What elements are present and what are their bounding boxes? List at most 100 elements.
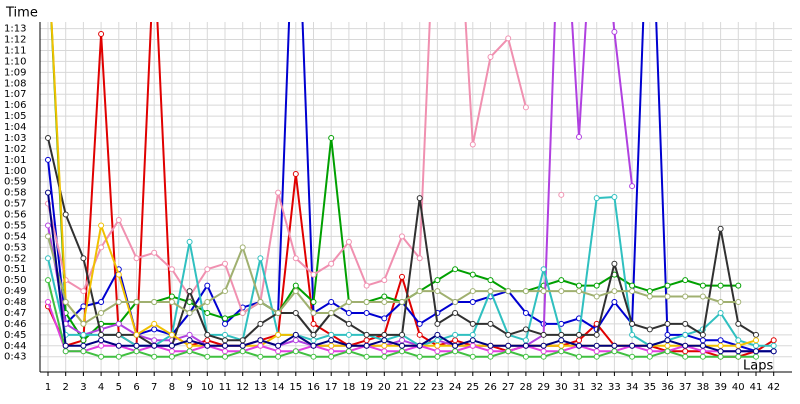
data-point: [434, 348, 441, 355]
data-point: [151, 249, 158, 256]
data-point: [452, 331, 459, 338]
y-tick-label: 0:59: [4, 177, 26, 188]
data-point: [257, 320, 264, 327]
data-point: [345, 299, 352, 305]
data-point: [576, 337, 582, 344]
data-point: [735, 320, 742, 327]
data-point: [699, 282, 706, 289]
y-tick-label: 0:54: [4, 231, 26, 242]
data-point: [505, 331, 512, 338]
data-point: [381, 342, 388, 349]
data-point: [345, 309, 352, 316]
data-point: [469, 141, 476, 148]
data-point: [576, 331, 582, 338]
data-point: [363, 342, 370, 349]
y-tick-label: 1:10: [4, 56, 26, 67]
x-tick-label: 28: [520, 382, 533, 393]
data-point: [80, 320, 87, 327]
data-point: [98, 331, 105, 338]
x-tick-label: 39: [714, 382, 727, 393]
data-point: [522, 337, 529, 344]
data-point: [62, 211, 69, 218]
y-tick-label: 1:00: [4, 166, 26, 177]
data-point: [452, 309, 459, 316]
data-point: [168, 331, 175, 338]
data-point: [487, 320, 494, 327]
data-point: [345, 342, 352, 349]
data-point: [522, 104, 529, 111]
data-point: [168, 266, 175, 273]
y-tick-label: 1:07: [4, 89, 26, 100]
data-point: [115, 353, 122, 360]
data-point: [381, 331, 388, 338]
data-point: [151, 353, 158, 360]
data-point: [399, 342, 405, 349]
data-point: [328, 260, 335, 267]
data-point: [558, 191, 565, 198]
y-tick-label: 0:49: [4, 286, 26, 297]
x-tick-label: 18: [343, 382, 356, 393]
data-point: [416, 353, 423, 360]
data-point: [611, 299, 618, 305]
x-tick-label: 14: [272, 382, 285, 393]
x-tick-label: 7: [151, 382, 157, 393]
x-tick-label: 23: [431, 382, 444, 393]
data-point: [416, 320, 423, 327]
data-point: [735, 282, 742, 289]
data-point: [257, 342, 264, 349]
data-point: [469, 288, 476, 295]
data-point: [239, 348, 246, 355]
data-point: [310, 331, 317, 338]
series-line: [47, 236, 739, 325]
data-point: [540, 353, 547, 360]
y-tick-label: 1:11: [4, 45, 26, 56]
data-point: [593, 282, 600, 289]
data-point: [115, 216, 122, 223]
data-point: [646, 348, 653, 355]
data-point: [717, 337, 724, 344]
data-point: [576, 342, 582, 349]
x-tick-label: 6: [133, 382, 139, 393]
data-point: [381, 353, 388, 360]
data-point: [45, 134, 51, 141]
data-point: [717, 353, 724, 360]
data-point: [487, 348, 494, 355]
data-point: [522, 353, 529, 360]
data-point: [80, 255, 87, 262]
data-point: [204, 266, 211, 273]
y-tick-label: 0:58: [4, 188, 26, 199]
data-point: [593, 353, 600, 360]
x-tick-label: 8: [169, 382, 175, 393]
data-point: [310, 309, 317, 316]
data-point: [275, 331, 282, 338]
x-tick-label: 31: [573, 382, 586, 393]
data-point: [540, 266, 547, 273]
data-point: [522, 342, 529, 349]
x-tick-label: 4: [98, 382, 104, 393]
data-point: [434, 337, 441, 344]
x-tick-label: 11: [219, 382, 232, 393]
y-tick-label: 0:46: [4, 319, 26, 330]
data-point: [257, 299, 264, 305]
data-point: [399, 299, 405, 305]
data-point: [646, 293, 653, 300]
data-point: [611, 194, 618, 200]
data-point: [452, 348, 459, 355]
x-tick-label: 13: [254, 382, 267, 393]
data-point: [611, 342, 618, 349]
data-point: [416, 255, 423, 262]
y-tick-label: 0:56: [4, 210, 26, 221]
x-tick-label: 24: [449, 382, 462, 393]
data-point: [275, 342, 282, 349]
data-point: [699, 348, 706, 355]
data-point: [133, 299, 140, 305]
x-tick-label: 42: [767, 382, 780, 393]
data-point: [381, 277, 388, 284]
x-axis-title: Laps: [743, 359, 773, 374]
data-point: [593, 331, 600, 338]
data-point: [257, 255, 264, 262]
data-point: [629, 320, 636, 327]
data-point: [629, 331, 636, 338]
data-point: [611, 348, 618, 355]
data-point: [62, 299, 69, 305]
